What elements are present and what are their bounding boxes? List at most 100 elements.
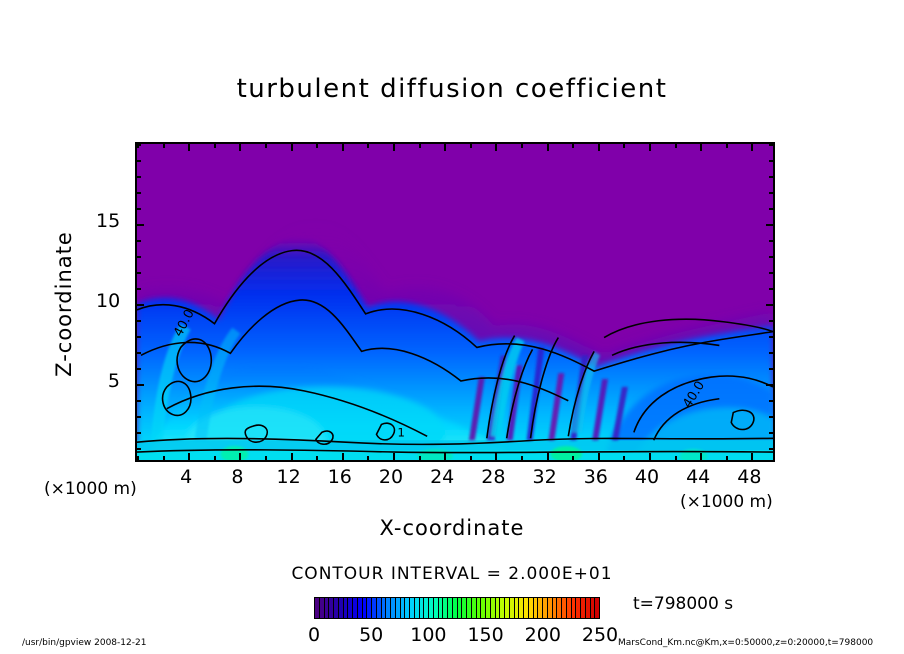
colorbar-cell	[348, 598, 353, 618]
colorbar-cell	[476, 598, 482, 618]
x-tick-label: 20	[378, 466, 404, 488]
tick-mark	[769, 432, 773, 434]
colorbar-cell	[462, 598, 467, 618]
colorbar-cell	[367, 598, 372, 618]
tick-mark	[137, 160, 141, 162]
colorbar-cell	[424, 598, 429, 618]
x-tick-label: 40	[634, 466, 660, 488]
colorbar-gradient	[314, 597, 600, 619]
tick-mark	[213, 456, 216, 460]
colorbar-tick-label: 100	[410, 624, 447, 646]
colorbar-cell	[562, 598, 567, 618]
tick-mark	[769, 416, 773, 418]
tick-mark	[769, 256, 773, 258]
colorbar-cell	[414, 598, 420, 618]
colorbar-cell	[319, 598, 325, 618]
colorbar-tick-label: 0	[307, 624, 321, 646]
colorbar-cell	[547, 598, 553, 618]
colorbar	[314, 597, 600, 619]
tick-mark	[769, 272, 773, 274]
x-tick-label: 28	[481, 466, 506, 488]
tick-mark	[769, 368, 773, 370]
x-tick-label: 16	[327, 466, 352, 488]
tick-mark	[162, 456, 165, 460]
colorbar-cell	[576, 598, 581, 618]
tick-mark	[766, 224, 773, 226]
y-tick-label: 10	[96, 290, 121, 312]
contour-interval-label: CONTOUR INTERVAL = 2.000E+01	[291, 564, 613, 584]
colorbar-cell	[362, 598, 368, 618]
tick-mark	[674, 456, 677, 460]
tick-mark	[316, 456, 319, 460]
tick-mark	[769, 320, 773, 322]
tick-mark	[290, 453, 293, 460]
tick-mark	[137, 240, 141, 242]
colorbar-cell	[519, 598, 524, 618]
x-tick-label: 32	[532, 466, 557, 488]
colorbar-cell	[353, 598, 358, 618]
colorbar-cell	[334, 598, 339, 618]
tick-mark	[751, 453, 754, 460]
tick-mark	[700, 144, 703, 151]
data-source-label: MarsCond_Km.nc@Km,x=0:50000,z=0:20000,t=…	[618, 638, 874, 648]
x-axis-title: X-coordinate	[379, 516, 525, 540]
tick-mark	[649, 144, 651, 151]
colorbar-cell	[481, 598, 486, 618]
tick-mark	[137, 208, 141, 210]
colorbar-cell	[585, 598, 591, 618]
tick-mark	[137, 320, 141, 322]
tick-mark	[188, 144, 191, 151]
y-tick-label: 15	[96, 210, 121, 232]
tick-mark	[769, 400, 773, 402]
tick-mark	[674, 144, 677, 148]
tick-mark	[769, 336, 773, 338]
colorbar-cell	[391, 598, 396, 618]
colorbar-cell	[405, 598, 410, 618]
colorbar-tick-label: 250	[581, 624, 619, 646]
colorbar-cell	[457, 598, 463, 618]
colorbar-cell	[372, 598, 377, 618]
colorbar-cell	[410, 598, 415, 618]
colorbar-cell	[495, 598, 501, 618]
tick-mark	[766, 384, 773, 386]
tick-mark	[393, 453, 395, 460]
colorbar-cell	[443, 598, 448, 618]
colorbar-cell	[538, 598, 543, 618]
tick-mark	[137, 432, 141, 434]
tick-mark	[597, 144, 600, 151]
colorbar-cell	[438, 598, 444, 618]
x-tick-label: 44	[686, 466, 711, 488]
tick-mark	[137, 448, 141, 450]
tick-mark	[418, 144, 421, 148]
tick-mark	[725, 144, 728, 148]
tick-mark	[769, 144, 773, 146]
tick-mark	[213, 144, 216, 148]
tick-mark	[367, 144, 370, 148]
tick-mark	[137, 368, 141, 370]
colorbar-cell	[429, 598, 434, 618]
tick-mark	[341, 144, 344, 151]
colorbar-cell	[448, 598, 453, 618]
tick-mark	[623, 144, 626, 148]
tick-mark	[137, 176, 141, 178]
tick-mark	[137, 352, 141, 354]
tick-mark	[521, 144, 523, 148]
colorbar-cell	[486, 598, 491, 618]
x-tick-label: 8	[231, 466, 244, 488]
tick-mark	[137, 272, 141, 274]
tick-mark	[265, 144, 267, 148]
colorbar-cell	[471, 598, 477, 618]
tick-mark	[769, 448, 773, 450]
tick-mark	[623, 456, 626, 460]
colorbar-cell	[590, 598, 596, 618]
tick-mark	[137, 256, 141, 258]
colorbar-cell	[395, 598, 401, 618]
colorbar-cell	[329, 598, 334, 618]
tick-mark	[769, 160, 773, 162]
tick-mark	[649, 453, 651, 460]
tick-mark	[137, 144, 141, 146]
colorbar-cell	[557, 598, 562, 618]
colorbar-cell	[452, 598, 458, 618]
tick-mark	[188, 453, 191, 460]
colorbar-tick-label: 150	[467, 624, 504, 646]
